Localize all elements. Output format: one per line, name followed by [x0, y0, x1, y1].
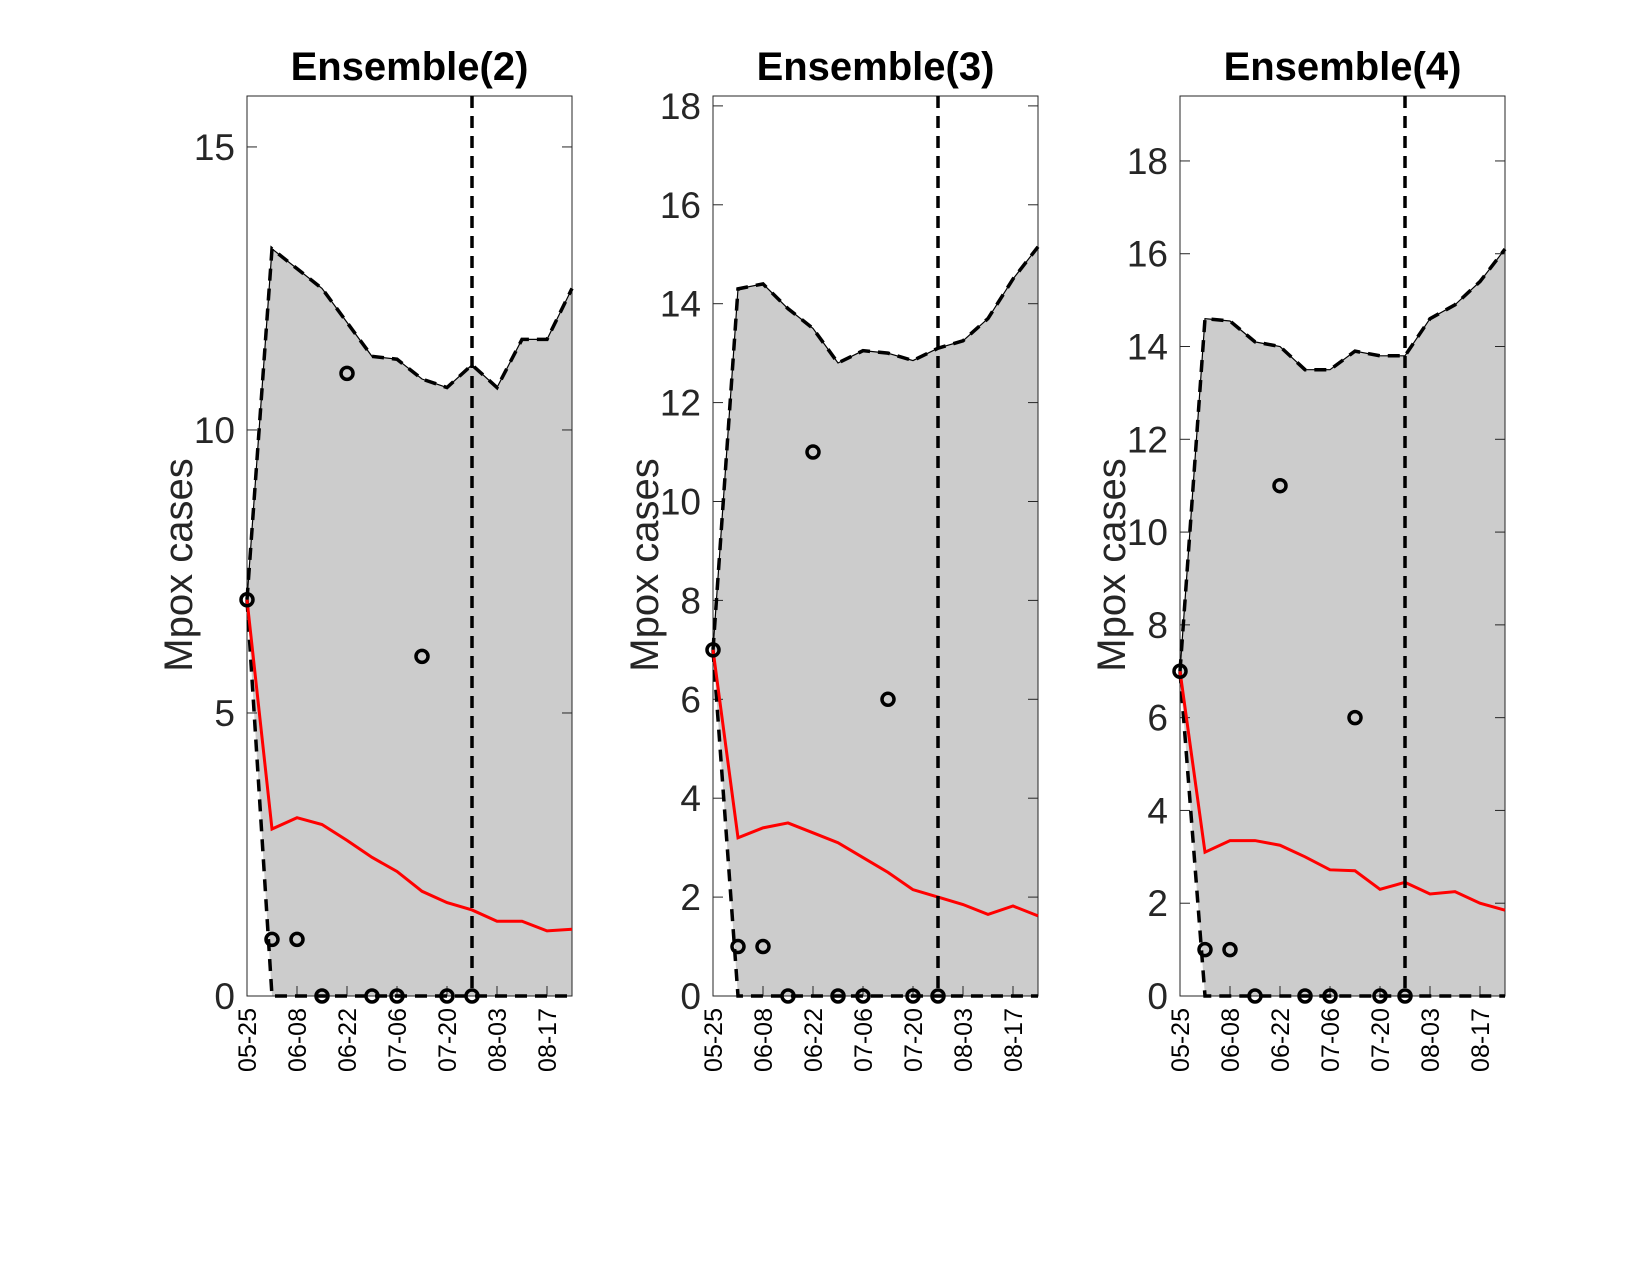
observed-point — [1347, 709, 1363, 726]
observed-point — [930, 988, 946, 1004]
lower-bound-dashed-line — [245, 599, 572, 998]
observed-point — [1197, 941, 1213, 958]
y-tick-label: 8 — [680, 580, 701, 621]
y-tick-label: 0 — [214, 976, 235, 1017]
y-tick-label: 10 — [1127, 512, 1168, 553]
observed-point — [830, 988, 846, 1004]
y-tick-label: 10 — [660, 481, 701, 522]
x-tick-label: 07-06 — [384, 1008, 412, 1072]
observed-point — [805, 444, 821, 460]
observed-point — [1172, 663, 1188, 680]
panel-ensemble-4: 0 2 4 6 8 10 12 14 16 18 05-25 06-08 06-22 07-06 07-20… — [1090, 45, 1507, 1072]
x-tick-label: 08-03 — [484, 1008, 512, 1072]
y-tick-label: 16 — [1127, 234, 1168, 275]
panel-title: Ensemble(2) — [291, 45, 529, 89]
y-tick-label: 12 — [1127, 419, 1168, 460]
observed-point — [439, 988, 455, 1004]
y-tick-label: 12 — [660, 383, 701, 424]
x-tick-label: 05-25 — [700, 1008, 728, 1072]
y-tick-label: 16 — [660, 185, 701, 226]
x-tick-label: 06-08 — [1217, 1008, 1245, 1072]
x-tick-label: 06-22 — [334, 1008, 362, 1072]
y-tick-label: 0 — [1147, 976, 1168, 1017]
observed-point — [264, 931, 280, 948]
median-line — [245, 599, 573, 933]
upper-bound-dashed-line — [245, 245, 574, 600]
x-tick-label: 07-06 — [850, 1008, 878, 1072]
observed-point — [1222, 941, 1238, 958]
observed-point — [1272, 477, 1288, 494]
observed-point — [239, 592, 255, 608]
y-tick-label: 2 — [680, 877, 701, 918]
x-tick-label: 07-20 — [900, 1008, 928, 1072]
x-tick-label: 07-06 — [1317, 1008, 1345, 1072]
axes-box — [246, 95, 573, 997]
y-tick-label: 6 — [1147, 698, 1168, 739]
y-tick-label: 2 — [1147, 883, 1168, 924]
panel-ensemble-3: 0 2 4 6 8 10 12 14 16 18 05-25 06-08 06-22 07-06 07-20… — [623, 45, 1040, 1072]
y-tick-label: 18 — [660, 86, 701, 127]
y-tick-label: 10 — [194, 410, 235, 451]
prediction-band — [247, 248, 572, 996]
observed-point — [414, 648, 430, 665]
observed-point — [289, 931, 305, 948]
x-tick-label: 06-22 — [1267, 1008, 1295, 1072]
observed-point — [880, 691, 896, 708]
y-tick-label: 0 — [680, 976, 701, 1017]
observed-point — [1297, 988, 1313, 1004]
observed-point — [755, 938, 771, 955]
x-tick-label: 05-25 — [234, 1008, 262, 1072]
prediction-band — [1180, 249, 1505, 997]
y-tick-label: 14 — [1127, 327, 1168, 368]
observed-point — [730, 938, 746, 955]
y-axis-label: Mpox cases — [623, 458, 667, 671]
x-tick-label: 06-08 — [284, 1008, 312, 1072]
y-axis-label: Mpox cases — [157, 458, 201, 671]
y-tick-label: 14 — [660, 284, 701, 325]
x-tick-label: 07-20 — [1367, 1008, 1395, 1072]
prediction-band — [713, 246, 1038, 997]
observed-point — [780, 988, 796, 1004]
observed-point — [1322, 988, 1338, 1004]
x-tick-label: 08-17 — [1000, 1008, 1028, 1072]
lower-bound-dashed-line — [711, 649, 1038, 998]
x-tick-label: 06-22 — [800, 1008, 828, 1072]
y-tick-label: 8 — [1147, 605, 1168, 646]
x-tick-label: 05-25 — [1167, 1008, 1195, 1072]
observed-point — [339, 365, 355, 382]
observed-point — [905, 988, 921, 1004]
y-tick-label: 6 — [680, 679, 701, 720]
observed-point — [389, 988, 405, 1004]
observed-point — [1247, 988, 1263, 1004]
upper-bound-line — [712, 246, 1039, 650]
y-tick-label: 5 — [214, 693, 235, 734]
observed-point — [705, 642, 721, 658]
median-line — [1178, 671, 1506, 912]
y-tick-label: 15 — [194, 127, 235, 168]
panel-title: Ensemble(4) — [1224, 45, 1462, 89]
panel-title: Ensemble(3) — [757, 45, 995, 89]
observed-point — [1372, 988, 1388, 1004]
lower-bound-dashed-line — [1178, 671, 1505, 998]
observed-point — [855, 988, 871, 1004]
observed-point — [364, 988, 380, 1004]
y-tick-label: 4 — [680, 778, 701, 819]
x-tick-label: 07-20 — [434, 1008, 462, 1072]
x-tick-label: 08-17 — [534, 1008, 562, 1072]
y-tick-label: 4 — [1147, 790, 1168, 831]
observed-point — [464, 988, 480, 1004]
median-line — [711, 649, 1039, 918]
panel-ensemble-2: 0 5 10 15 05-25 06-08 06-22 07-06 07-20 08-03 08-1… — [157, 45, 574, 1072]
x-tick-label: 08-17 — [1467, 1008, 1495, 1072]
y-tick-label: 18 — [1127, 141, 1168, 182]
x-tick-label: 06-08 — [750, 1008, 778, 1072]
x-tick-label: 08-03 — [950, 1008, 978, 1072]
observed-point — [1397, 988, 1413, 1004]
x-tick-label: 08-03 — [1417, 1008, 1445, 1072]
observed-point — [314, 988, 330, 1004]
upper-bound-dashed-line — [1178, 248, 1507, 672]
y-axis-label: Mpox cases — [1090, 458, 1134, 671]
